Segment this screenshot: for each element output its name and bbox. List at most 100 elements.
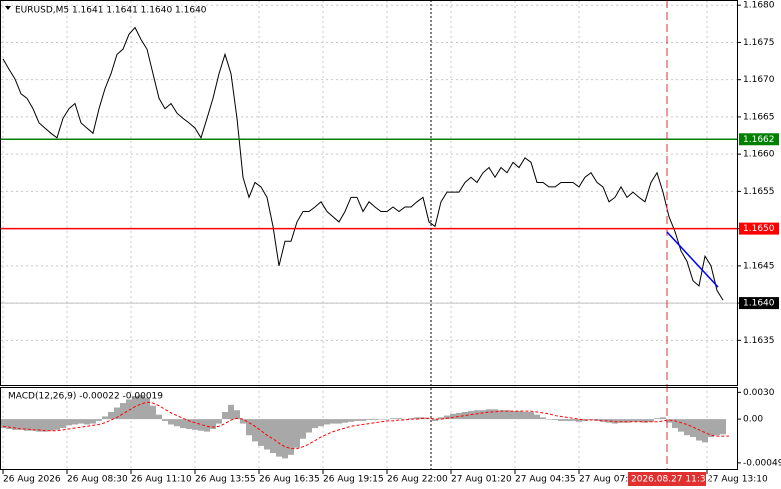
macd-bar xyxy=(282,419,288,459)
y-tick-label: 1.1660 xyxy=(743,150,775,160)
level-label-box xyxy=(739,222,779,235)
macd-bar xyxy=(636,419,642,422)
macd-bar xyxy=(222,411,228,420)
level-label-box xyxy=(739,133,779,146)
macd-bar xyxy=(678,419,684,432)
macd-bar xyxy=(522,411,528,420)
grid xyxy=(1,1,737,469)
macd-bar xyxy=(312,419,318,429)
x-tick-label: 27 Aug 13:10 xyxy=(707,475,768,485)
y-tick-label: 1.1635 xyxy=(743,336,775,346)
macd-bar xyxy=(330,419,336,424)
x-tick-label: 27 Aug 04:35 xyxy=(515,475,576,485)
y-tick-label: 0.0030 xyxy=(743,388,775,398)
macd-bar xyxy=(504,410,510,420)
macd-bar xyxy=(366,419,372,421)
macd-bar xyxy=(438,417,444,420)
macd-bar xyxy=(12,419,18,430)
macd-bar xyxy=(354,419,360,421)
macd-bar xyxy=(702,419,708,443)
x-tick-label: 26 Aug 22:00 xyxy=(387,475,448,485)
macd-bar xyxy=(228,404,234,420)
macd-bar xyxy=(132,395,138,420)
macd-bar xyxy=(276,419,282,457)
macd-bar xyxy=(198,419,204,431)
macd-bar xyxy=(138,395,144,420)
macd-bar xyxy=(642,419,648,423)
macd-bar xyxy=(564,419,570,421)
macd-bar xyxy=(414,417,420,420)
trend-line xyxy=(666,231,719,288)
macd-bar xyxy=(48,419,54,431)
macd-bar xyxy=(300,419,306,439)
last-price-label: 1.1640 xyxy=(743,299,775,309)
macd-bar xyxy=(36,419,42,432)
macd-bar xyxy=(432,419,438,421)
macd-bar xyxy=(168,419,174,425)
macd-bar xyxy=(600,419,606,422)
macd-bar xyxy=(84,419,90,425)
macd-frame xyxy=(0,387,738,470)
macd-bar xyxy=(270,419,276,454)
macd-bar xyxy=(618,419,624,423)
macd-bar xyxy=(540,417,546,420)
macd-bar xyxy=(606,419,612,423)
macd-bar xyxy=(30,419,36,431)
macd-bar xyxy=(408,418,414,420)
macd-bar xyxy=(450,413,456,420)
macd-bar xyxy=(648,419,654,422)
macd-bar xyxy=(204,419,210,432)
x-tick-label: 27 Aug 01:20 xyxy=(451,475,512,485)
macd-bar xyxy=(714,419,720,436)
macd-bar xyxy=(462,411,468,420)
macd-bar xyxy=(156,414,162,420)
macd-bar xyxy=(552,419,558,421)
macd-bar xyxy=(720,419,726,435)
macd-bar xyxy=(72,419,78,425)
macd-bar xyxy=(126,399,132,420)
macd-bar xyxy=(150,405,156,420)
macd-bar xyxy=(246,419,252,436)
macd-bar xyxy=(384,419,390,420)
macd-bar xyxy=(90,419,96,424)
macd-bar xyxy=(654,418,660,420)
title-arrow xyxy=(5,6,11,10)
macd-bar xyxy=(684,419,690,436)
macd-bar xyxy=(624,419,630,423)
macd-bar xyxy=(6,419,12,429)
x-tick-label: 26 Aug 08:30 xyxy=(67,475,128,485)
macd-bar xyxy=(336,419,342,424)
macd-bar xyxy=(18,419,24,430)
macd-bar xyxy=(570,419,576,421)
signal-line xyxy=(2,401,729,450)
y-tick-label: 1.1675 xyxy=(743,38,775,48)
level-label: 1.1650 xyxy=(743,224,775,234)
macd-bar xyxy=(486,409,492,420)
macd-bar xyxy=(474,410,480,420)
x-tick-label: 26 Aug 16:35 xyxy=(259,475,320,485)
y-tick-label: 1.1655 xyxy=(743,187,775,197)
macd-bar xyxy=(396,418,402,420)
macd-bar xyxy=(348,419,354,422)
price-line xyxy=(2,26,724,301)
macd-bar xyxy=(144,397,150,420)
macd-bar xyxy=(252,419,258,442)
main-frame xyxy=(0,0,738,386)
last-price-box xyxy=(739,297,779,310)
macd-bar xyxy=(666,419,672,423)
plot xyxy=(0,26,737,459)
x-tick-label: 26 Aug 2026 xyxy=(3,475,61,485)
macd-bar xyxy=(492,409,498,420)
macd-bar xyxy=(306,419,312,433)
macd-bar xyxy=(78,419,84,424)
macd-bar xyxy=(372,419,378,421)
macd-bar xyxy=(390,418,396,420)
macd-bar xyxy=(108,411,114,420)
macd-bar xyxy=(210,419,216,429)
macd-bar xyxy=(318,419,324,427)
macd-bar xyxy=(534,414,540,420)
macd-bar xyxy=(288,419,294,455)
macd-bar xyxy=(708,419,714,437)
